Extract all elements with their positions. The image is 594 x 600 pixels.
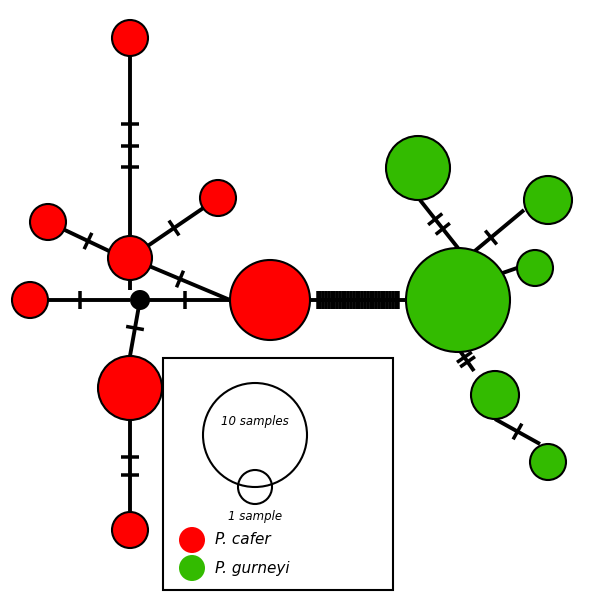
Circle shape (386, 136, 450, 200)
Circle shape (30, 204, 66, 240)
Circle shape (112, 20, 148, 56)
Circle shape (12, 282, 48, 318)
Circle shape (108, 236, 152, 280)
Circle shape (524, 176, 572, 224)
Circle shape (230, 260, 310, 340)
Text: P. gurneyi: P. gurneyi (215, 560, 290, 575)
Circle shape (179, 555, 205, 581)
Circle shape (179, 527, 205, 553)
Circle shape (406, 248, 510, 352)
Bar (163, 358, 393, 590)
Circle shape (130, 290, 150, 310)
Circle shape (530, 444, 566, 480)
Circle shape (471, 371, 519, 419)
Circle shape (517, 250, 553, 286)
Circle shape (98, 356, 162, 420)
Text: P. cafer: P. cafer (215, 533, 271, 547)
Circle shape (200, 180, 236, 216)
Text: 10 samples: 10 samples (221, 415, 289, 428)
Text: 1 sample: 1 sample (228, 510, 282, 523)
Circle shape (112, 512, 148, 548)
